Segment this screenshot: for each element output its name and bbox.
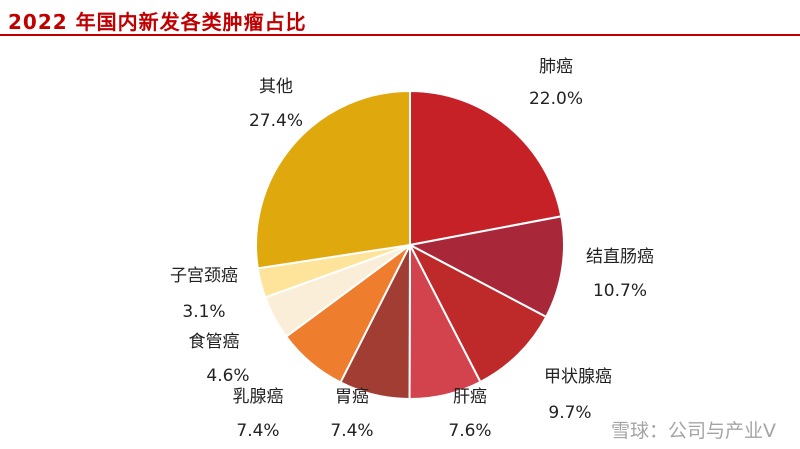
slice-value-label: 10.7% [593, 281, 647, 301]
slice-name-label: 甲状腺癌 [544, 367, 612, 387]
pie-slice-9 [255, 89, 411, 270]
slice-name-label: 肝癌 [453, 387, 487, 407]
pie-slice-1 [409, 89, 563, 247]
slice-value-label: 7.6% [448, 421, 491, 441]
chart-title: 2022 年国内新发各类肿瘤占比 [8, 10, 307, 34]
slice-name-label: 胃癌 [335, 387, 369, 407]
pie-slice-3 [407, 242, 548, 384]
slice-value-label: 7.4% [236, 421, 279, 441]
slice-value-label: 22.0% [529, 89, 583, 109]
slice-name-label: 其他 [259, 77, 293, 97]
slice-value-label: 4.6% [206, 366, 249, 386]
slice-name-label: 子宫颈癌 [170, 266, 238, 286]
slice-value-label: 9.7% [548, 403, 591, 423]
title-rule [0, 34, 800, 36]
slice-name-label: 肺癌 [539, 57, 573, 77]
slice-name-label: 结直肠癌 [586, 247, 654, 267]
watermark: 雪球：公司与产业V [611, 420, 776, 442]
pie-slice-2 [407, 215, 565, 319]
slice-name-label: 乳腺癌 [233, 387, 284, 407]
slice-value-label: 7.4% [330, 421, 373, 441]
slice-value-label: 3.1% [182, 302, 225, 322]
slice-value-label: 27.4% [249, 111, 303, 131]
slice-name-label: 食管癌 [189, 332, 240, 352]
